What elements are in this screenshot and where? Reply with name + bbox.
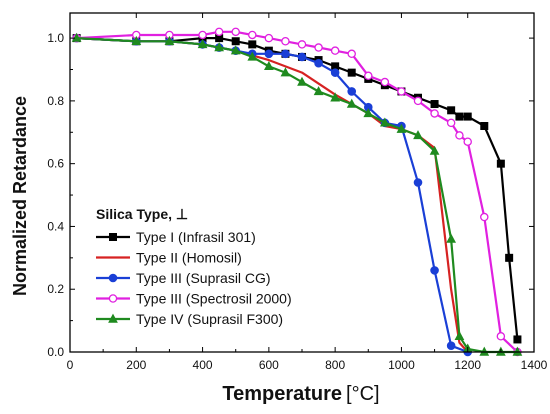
x-tick-label: 600 <box>259 358 279 372</box>
data-point <box>197 39 208 49</box>
data-point <box>131 35 142 45</box>
data-point <box>330 68 340 77</box>
data-point <box>263 61 274 71</box>
data-point <box>413 96 423 106</box>
data-point <box>429 145 440 155</box>
data-point <box>347 68 356 77</box>
legend-entries: Type I (Infrasil 301) Type II (Homosil) Ty… <box>96 229 292 327</box>
data-point <box>396 123 407 133</box>
data-point <box>413 178 423 187</box>
data-point <box>446 233 457 243</box>
data-point <box>164 35 175 45</box>
data-point <box>231 37 240 46</box>
x-tick-label: 1200 <box>454 358 481 372</box>
data-point <box>214 42 225 52</box>
x-tick-label: 200 <box>126 358 146 372</box>
data-point <box>198 30 207 40</box>
legend-entry-1: Type I (Infrasil 301) <box>96 229 256 245</box>
data-point <box>480 212 489 222</box>
data-point <box>480 122 489 130</box>
data-point <box>446 118 456 128</box>
data-point <box>505 253 514 262</box>
legend-label: Type III (Suprasil CG) <box>136 270 271 286</box>
data-point <box>297 40 307 49</box>
data-point <box>455 131 464 140</box>
data-point <box>397 87 406 96</box>
legend-swatch-marker <box>109 233 117 241</box>
data-point <box>71 32 82 42</box>
data-point <box>281 49 290 59</box>
data-point <box>330 46 340 55</box>
data-point <box>231 27 240 37</box>
data-point <box>347 49 356 59</box>
data-point <box>280 67 291 77</box>
data-point <box>297 52 307 62</box>
legend-swatch-marker <box>108 294 118 303</box>
data-point <box>380 77 390 87</box>
data-point <box>346 98 357 108</box>
data-point <box>347 87 357 96</box>
y-axis-title: Normalized Retardance <box>10 96 30 296</box>
x-axis-title-unit: [°C] <box>346 383 380 405</box>
legend-label: Type IV (Suprasil F300) <box>136 311 283 327</box>
data-point <box>264 33 274 43</box>
legend-label: Type I (Infrasil 301) <box>136 229 256 245</box>
x-axis-title-main: Temperature <box>222 383 342 405</box>
data-point <box>430 100 439 109</box>
data-point <box>248 30 257 40</box>
data-point <box>248 40 257 49</box>
y-tick-label: 0.6 <box>47 157 64 171</box>
data-point <box>247 51 258 61</box>
data-point <box>454 330 465 341</box>
data-point <box>214 27 224 37</box>
x-tick-label: 0 <box>67 358 74 372</box>
data-point <box>463 112 472 121</box>
data-point <box>455 112 464 121</box>
legend-label: Type III (Spectrosil 2000) <box>136 291 292 307</box>
data-point <box>264 49 274 59</box>
legend-entry-2: Type II (Homosil) <box>96 250 242 266</box>
data-point <box>446 341 456 351</box>
legend-entry-5: Type IV (Suprasil F300) <box>96 311 283 327</box>
series-5 <box>71 32 523 356</box>
y-tick-label: 1.0 <box>47 31 64 45</box>
data-point <box>379 117 390 127</box>
data-point <box>430 109 439 118</box>
data-point <box>313 86 324 96</box>
x-tick-label: 1000 <box>388 358 415 372</box>
data-point <box>314 43 323 52</box>
axes-layer: 0 200 400 600 800 1000 1200 1400 0.0 0.2 0.4 0.6 0.8… <box>47 12 548 372</box>
data-point <box>363 108 374 118</box>
data-point <box>496 332 506 341</box>
legend-entry-3: Type III (Suprasil CG) <box>96 270 271 286</box>
y-tick-label: 0.4 <box>47 219 64 233</box>
data-point <box>297 76 307 86</box>
legend-entry-4: Type III (Spectrosil 2000) <box>96 291 292 307</box>
data-point <box>364 71 373 81</box>
data-point <box>513 335 522 344</box>
data-point <box>281 37 290 46</box>
data-point <box>230 45 241 55</box>
legend: Silica Type, ⊥ Type I (Infrasil 301)Type… <box>96 206 292 327</box>
data-point <box>447 106 456 115</box>
x-tick-label: 800 <box>325 358 345 372</box>
data-point <box>496 159 505 168</box>
data-point <box>430 266 439 275</box>
data-point <box>463 137 472 146</box>
x-axis-title: Temperature [°C] <box>222 383 379 405</box>
y-tick-label: 0.0 <box>47 345 64 359</box>
data-point <box>413 130 423 140</box>
x-tick-label: 400 <box>193 358 213 372</box>
y-tick-label: 0.8 <box>47 94 64 108</box>
y-tick-label: 0.2 <box>47 282 64 296</box>
data-point <box>314 58 323 68</box>
legend-label: Type II (Homosil) <box>136 250 242 266</box>
legend-swatch-marker <box>108 313 118 323</box>
x-tick-label: 1400 <box>521 358 548 372</box>
legend-title: Silica Type, ⊥ <box>96 206 188 222</box>
legend-swatch-marker <box>108 273 118 283</box>
data-point <box>330 92 341 102</box>
